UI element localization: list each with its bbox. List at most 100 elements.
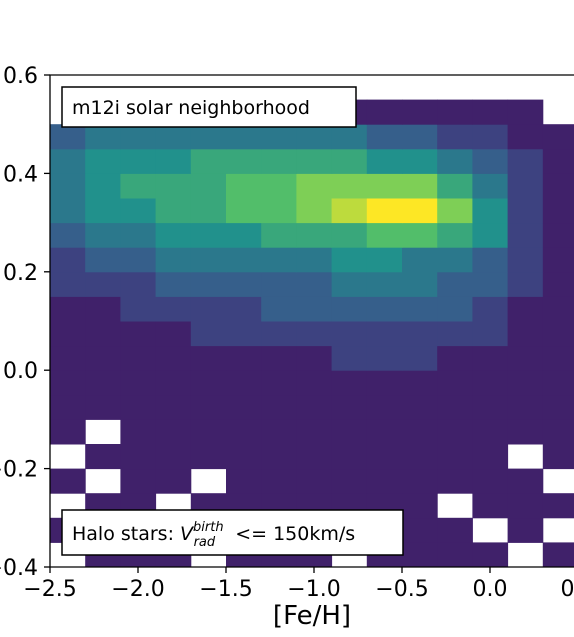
cell [437, 296, 473, 322]
cell [366, 173, 403, 199]
cell [507, 517, 544, 543]
cell [261, 468, 297, 494]
cell [366, 247, 403, 273]
cell [472, 321, 509, 347]
annotation-text: Halo stars: [72, 523, 180, 545]
cell [507, 493, 544, 519]
cell [437, 247, 473, 273]
cell [50, 247, 86, 273]
cell [437, 321, 473, 347]
cell [472, 222, 509, 248]
cell [542, 345, 574, 371]
cell [261, 321, 297, 347]
cell [50, 370, 86, 396]
cell [472, 370, 509, 396]
cell [331, 321, 368, 347]
cell [120, 247, 157, 273]
cell [366, 394, 403, 420]
cell [50, 148, 86, 174]
cell [50, 124, 86, 150]
cell [85, 321, 121, 347]
cell [331, 419, 368, 445]
cell [226, 296, 262, 322]
cell [402, 493, 438, 519]
cell [437, 124, 473, 150]
cell [50, 173, 86, 199]
cell [366, 271, 403, 297]
cell [50, 198, 86, 224]
cell [402, 468, 438, 494]
cell [331, 222, 368, 248]
cell [437, 148, 473, 174]
cell [85, 345, 121, 371]
cell [155, 468, 192, 494]
cell [402, 124, 438, 150]
cell [296, 321, 333, 347]
cell [472, 271, 509, 297]
cell [120, 271, 157, 297]
cell [261, 444, 297, 470]
cell [226, 222, 262, 248]
cell [437, 345, 473, 371]
cell [507, 222, 544, 248]
cell [120, 394, 157, 420]
cell [402, 345, 438, 371]
cell [437, 222, 473, 248]
cell [366, 345, 403, 371]
cell [402, 296, 438, 322]
cell [155, 247, 192, 273]
cell [190, 345, 227, 371]
cell [331, 296, 368, 322]
cell [331, 173, 368, 199]
cell [120, 124, 157, 150]
cell [402, 198, 438, 224]
cell [472, 394, 509, 420]
cell [542, 271, 574, 297]
cell [472, 444, 509, 470]
cell [331, 247, 368, 273]
cell [120, 296, 157, 322]
cell [507, 271, 544, 297]
cell [542, 394, 574, 420]
cell [296, 394, 333, 420]
cell [226, 198, 262, 224]
cell [50, 222, 86, 248]
cell [472, 468, 509, 494]
x-tick-label: −2.5 [23, 577, 76, 602]
cell [507, 321, 544, 347]
cell [226, 321, 262, 347]
cell [85, 198, 121, 224]
cell [85, 394, 121, 420]
cell [155, 198, 192, 224]
cell [50, 296, 86, 322]
cell [542, 198, 574, 224]
cell [155, 173, 192, 199]
cell [507, 173, 544, 199]
annotation-text: <= 150km/s [229, 523, 355, 545]
cell [296, 345, 333, 371]
cell [542, 493, 574, 519]
cell [261, 394, 297, 420]
cell [226, 148, 262, 174]
cell [50, 468, 86, 494]
x-tick-label: 0.5 [561, 577, 574, 602]
axes: −2.5 −2.0 −1.5 −1.0 −0.5 0.0 0.5 −0.4 −0.2 0.0 0.2… [0, 64, 574, 602]
cell [402, 542, 438, 568]
cell [507, 468, 544, 494]
cell [507, 99, 544, 125]
cell [542, 542, 574, 568]
cell [155, 148, 192, 174]
cell [85, 124, 121, 150]
annotation-text: rad [194, 535, 216, 550]
cell [155, 419, 192, 445]
cell [120, 173, 157, 199]
cell [155, 394, 192, 420]
cell [296, 271, 333, 297]
cell [437, 517, 473, 543]
cell [366, 468, 403, 494]
cell [472, 173, 509, 199]
cell [542, 148, 574, 174]
cell [50, 345, 86, 371]
cell [155, 124, 192, 150]
